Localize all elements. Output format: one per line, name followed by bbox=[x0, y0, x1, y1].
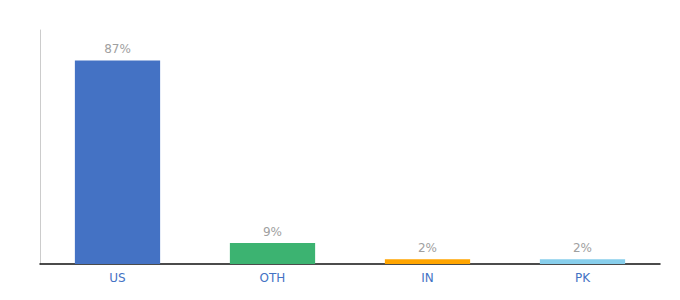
svg-text:US: US bbox=[109, 271, 125, 285]
svg-text:OTH: OTH bbox=[260, 271, 286, 285]
svg-text:PK: PK bbox=[575, 271, 591, 285]
svg-text:2%: 2% bbox=[418, 241, 437, 255]
svg-text:2%: 2% bbox=[573, 241, 592, 255]
svg-text:IN: IN bbox=[421, 271, 434, 285]
svg-text:87%: 87% bbox=[104, 42, 131, 56]
svg-text:9%: 9% bbox=[263, 225, 282, 239]
